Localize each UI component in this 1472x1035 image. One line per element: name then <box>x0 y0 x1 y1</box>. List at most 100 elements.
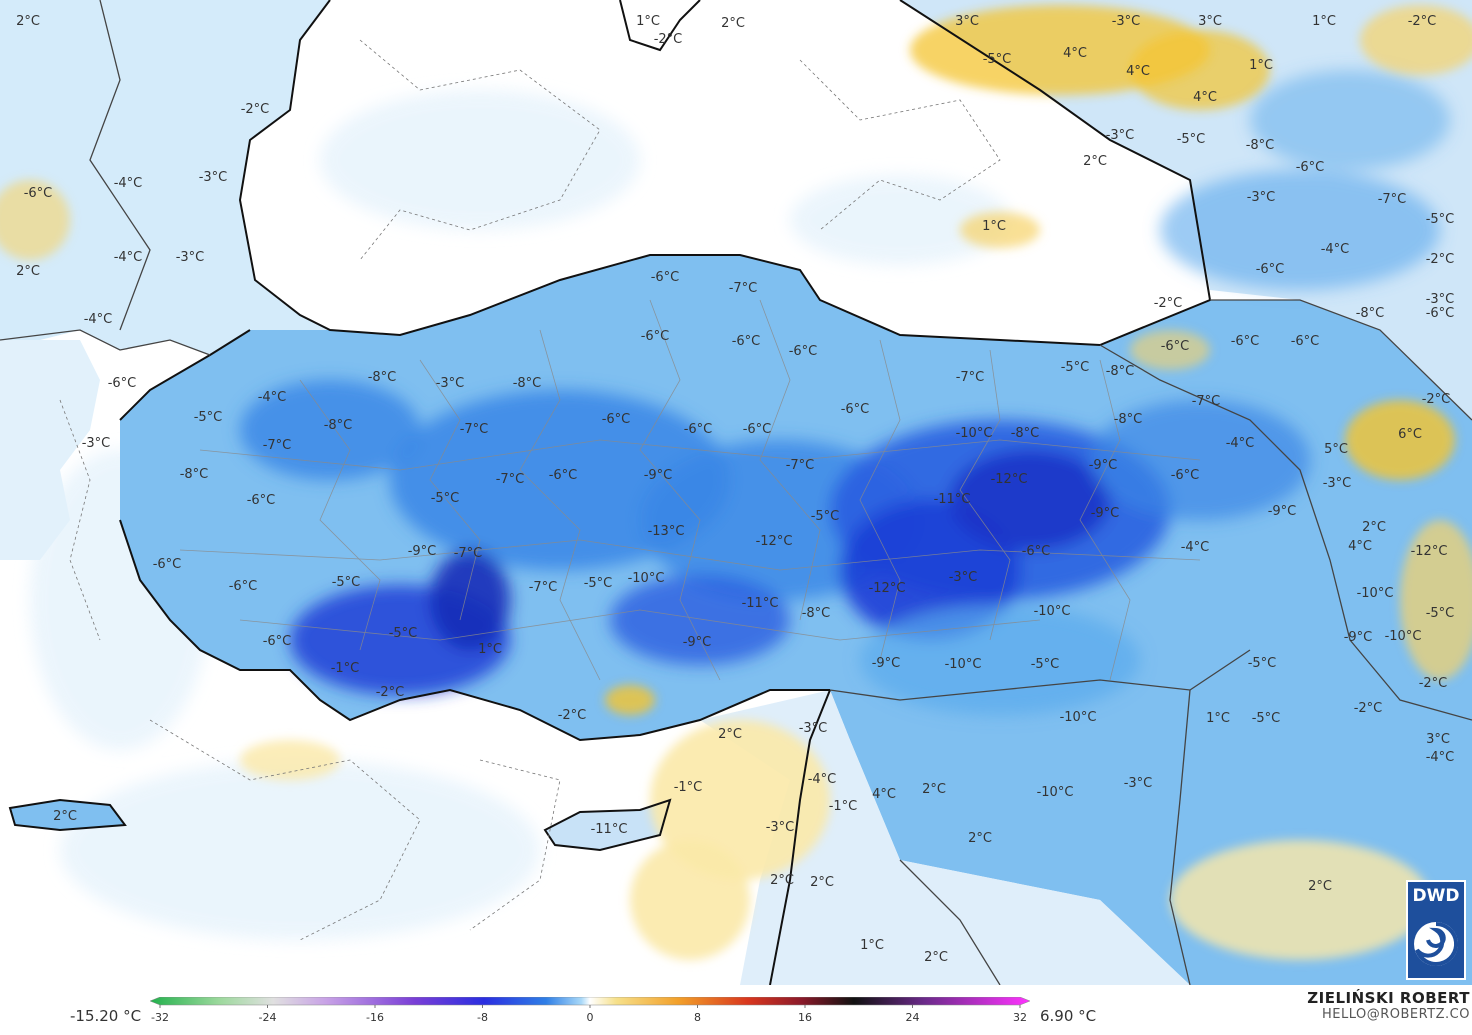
temperature-label: -9°C <box>683 635 712 650</box>
temperature-label: 2°C <box>810 875 834 890</box>
temperature-label: -3°C <box>1247 190 1276 205</box>
temperature-label: -3°C <box>766 820 795 835</box>
greece-land <box>0 340 100 560</box>
temperature-label: -6°C <box>549 468 578 483</box>
temperature-label: -7°C <box>956 370 985 385</box>
temperature-label: 5°C <box>1324 442 1348 457</box>
temperature-label: -7°C <box>454 546 483 561</box>
temperature-label: -5°C <box>1426 212 1455 227</box>
warm-anomaly-layer <box>0 5 1472 960</box>
temperature-label: -5°C <box>1031 657 1060 672</box>
temperature-label: 2°C <box>1308 879 1332 894</box>
temperature-label: -3°C <box>436 376 465 391</box>
temperature-label: -4°C <box>114 176 143 191</box>
temperature-label: -6°C <box>1291 334 1320 349</box>
temperature-label: -3°C <box>1106 128 1135 143</box>
temperature-label: -8°C <box>1356 306 1385 321</box>
temperature-label: 2°C <box>968 831 992 846</box>
temperature-label: 4°C <box>1126 64 1150 79</box>
temperature-label: -9°C <box>872 656 901 671</box>
temperature-label: -5°C <box>584 576 613 591</box>
temperature-label: -7°C <box>529 580 558 595</box>
temperature-label: -4°C <box>1426 750 1455 765</box>
temperature-label: -6°C <box>651 270 680 285</box>
temperature-label: 1°C <box>1206 711 1230 726</box>
temperature-label: -7°C <box>496 472 525 487</box>
temperature-label: 1°C <box>860 938 884 953</box>
cold-anomaly-layer <box>240 70 1450 715</box>
colorbar-tick-label: 0 <box>587 1011 594 1023</box>
temperature-label: -1°C <box>331 661 360 676</box>
temperature-label: 4°C <box>1063 46 1087 61</box>
temperature-label: -9°C <box>408 544 437 559</box>
temperature-label: -7°C <box>729 281 758 296</box>
temperature-label: -9°C <box>1344 630 1373 645</box>
isotherm-lines <box>59 39 1001 941</box>
cyprus-land <box>545 800 670 850</box>
temperature-label: -6°C <box>1022 544 1051 559</box>
temperature-label: -5°C <box>389 626 418 641</box>
temperature-label: -4°C <box>1226 436 1255 451</box>
temperature-label: -3°C <box>1112 14 1141 29</box>
temperature-label: -8°C <box>324 418 353 433</box>
temperature-label: 2°C <box>1083 154 1107 169</box>
temperature-label: 6°C <box>1398 427 1422 442</box>
temperature-label: -3°C <box>1124 776 1153 791</box>
temperature-label: -8°C <box>513 376 542 391</box>
colorbar-tick-label: 24 <box>906 1011 920 1023</box>
temperature-label: -1°C <box>829 799 858 814</box>
temperature-label: 3°C <box>1198 14 1222 29</box>
author-credit: ZIELIŃSKI ROBERT HELLO@ROBERTZ.CO <box>1307 989 1470 1022</box>
temperature-label: 1°C <box>636 14 660 29</box>
temperature-label: -6°C <box>789 344 818 359</box>
temperature-label: -8°C <box>1114 412 1143 427</box>
author-email: HELLO@ROBERTZ.CO <box>1321 1007 1470 1022</box>
temperature-label: -6°C <box>247 493 276 508</box>
temperature-label: -2°C <box>1408 14 1437 29</box>
temperature-label: -3°C <box>176 250 205 265</box>
temperature-label: -6°C <box>24 186 53 201</box>
temperature-label: -10°C <box>956 426 993 441</box>
colorbar-tick-label: 8 <box>694 1011 701 1023</box>
temperature-label: -12°C <box>991 472 1028 487</box>
temperature-label: 4°C <box>1193 90 1217 105</box>
legend-colorbar: -32 -24 -16 -8 0 8 16 24 32 <box>150 997 1030 1023</box>
dwd-logo: DWD <box>1406 880 1466 980</box>
temperature-label: -6°C <box>684 422 713 437</box>
temperature-label: -6°C <box>602 412 631 427</box>
temperature-label: 1°C <box>1249 58 1273 73</box>
temperature-label: -10°C <box>1060 710 1097 725</box>
temperature-label: -6°C <box>263 634 292 649</box>
colorbar-tick-label: -16 <box>366 1011 384 1023</box>
temperature-label: 1°C <box>478 642 502 657</box>
temperature-label: 3°C <box>1426 732 1450 747</box>
temperature-label: -5°C <box>1426 606 1455 621</box>
temperature-label: -2°C <box>1426 252 1455 267</box>
province-lines <box>179 299 1201 681</box>
temperature-label: -6°C <box>1171 468 1200 483</box>
temperature-label: 2°C <box>53 809 77 824</box>
temperature-label: -13°C <box>648 524 685 539</box>
temperature-label: -3°C <box>82 436 111 451</box>
temperature-label: -8°C <box>802 606 831 621</box>
temperature-label: -7°C <box>1192 394 1221 409</box>
temperature-label: -4°C <box>258 390 287 405</box>
temperature-label: -4°C <box>84 312 113 327</box>
temperature-label: -5°C <box>332 575 361 590</box>
temperature-label: -2°C <box>558 708 587 723</box>
temperature-label: 4°C <box>872 787 896 802</box>
temperature-label: -5°C <box>1177 132 1206 147</box>
temperature-label: -6°C <box>743 422 772 437</box>
temperature-label: -5°C <box>1252 711 1281 726</box>
temperature-label: -3°C <box>1426 292 1455 307</box>
temperature-label: -4°C <box>114 250 143 265</box>
temperature-label: 2°C <box>721 16 745 31</box>
border-layer <box>0 0 1472 985</box>
temperature-label: -9°C <box>1268 504 1297 519</box>
temperature-label: -2°C <box>1154 296 1183 311</box>
dwd-swirl-icon <box>1414 921 1459 966</box>
dwd-logo-text: DWD <box>1412 886 1460 906</box>
temperature-label: -8°C <box>1106 364 1135 379</box>
temperature-label: -8°C <box>1246 138 1275 153</box>
temperature-label: -9°C <box>644 468 673 483</box>
